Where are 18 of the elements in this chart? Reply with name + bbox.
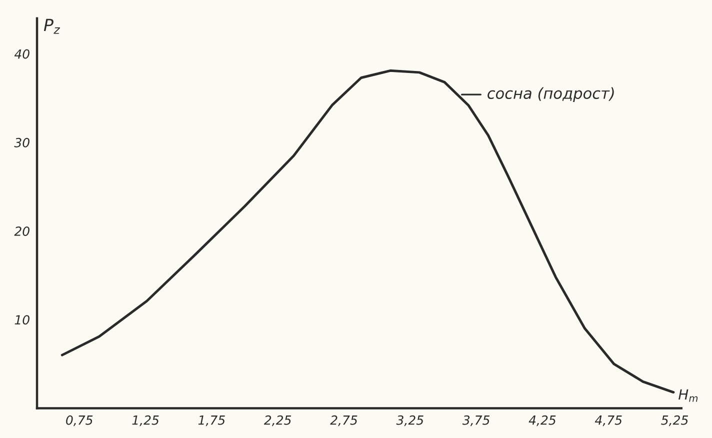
- x-tick-label: 3,25: [396, 415, 424, 426]
- x-tick-label: 0,75: [66, 415, 93, 426]
- y-tick-label: 10: [14, 315, 30, 325]
- x-tick-label: 4,25: [528, 415, 556, 426]
- y-tick-label: 20: [14, 226, 30, 236]
- x-tick-label: 4,75: [594, 416, 622, 426]
- y-tick-label: 30: [14, 138, 30, 148]
- y-tick-label: 40: [14, 49, 30, 59]
- x-tick-label: 3,75: [462, 415, 490, 426]
- x-tick-label: 2,75: [330, 415, 358, 426]
- y-axis-title: P$_{z}$: [44, 18, 60, 34]
- x-tick-label: 5,25: [661, 415, 688, 426]
- x-tick-label: 2,25: [264, 415, 292, 426]
- x-tick-label: 1,75: [198, 416, 225, 426]
- line-series: [60, 69, 675, 394]
- x-axis-title: H$_{m}$: [678, 389, 698, 402]
- x-tick-label: 1,25: [132, 415, 159, 426]
- annotation: сосна (подрост): [488, 87, 614, 102]
